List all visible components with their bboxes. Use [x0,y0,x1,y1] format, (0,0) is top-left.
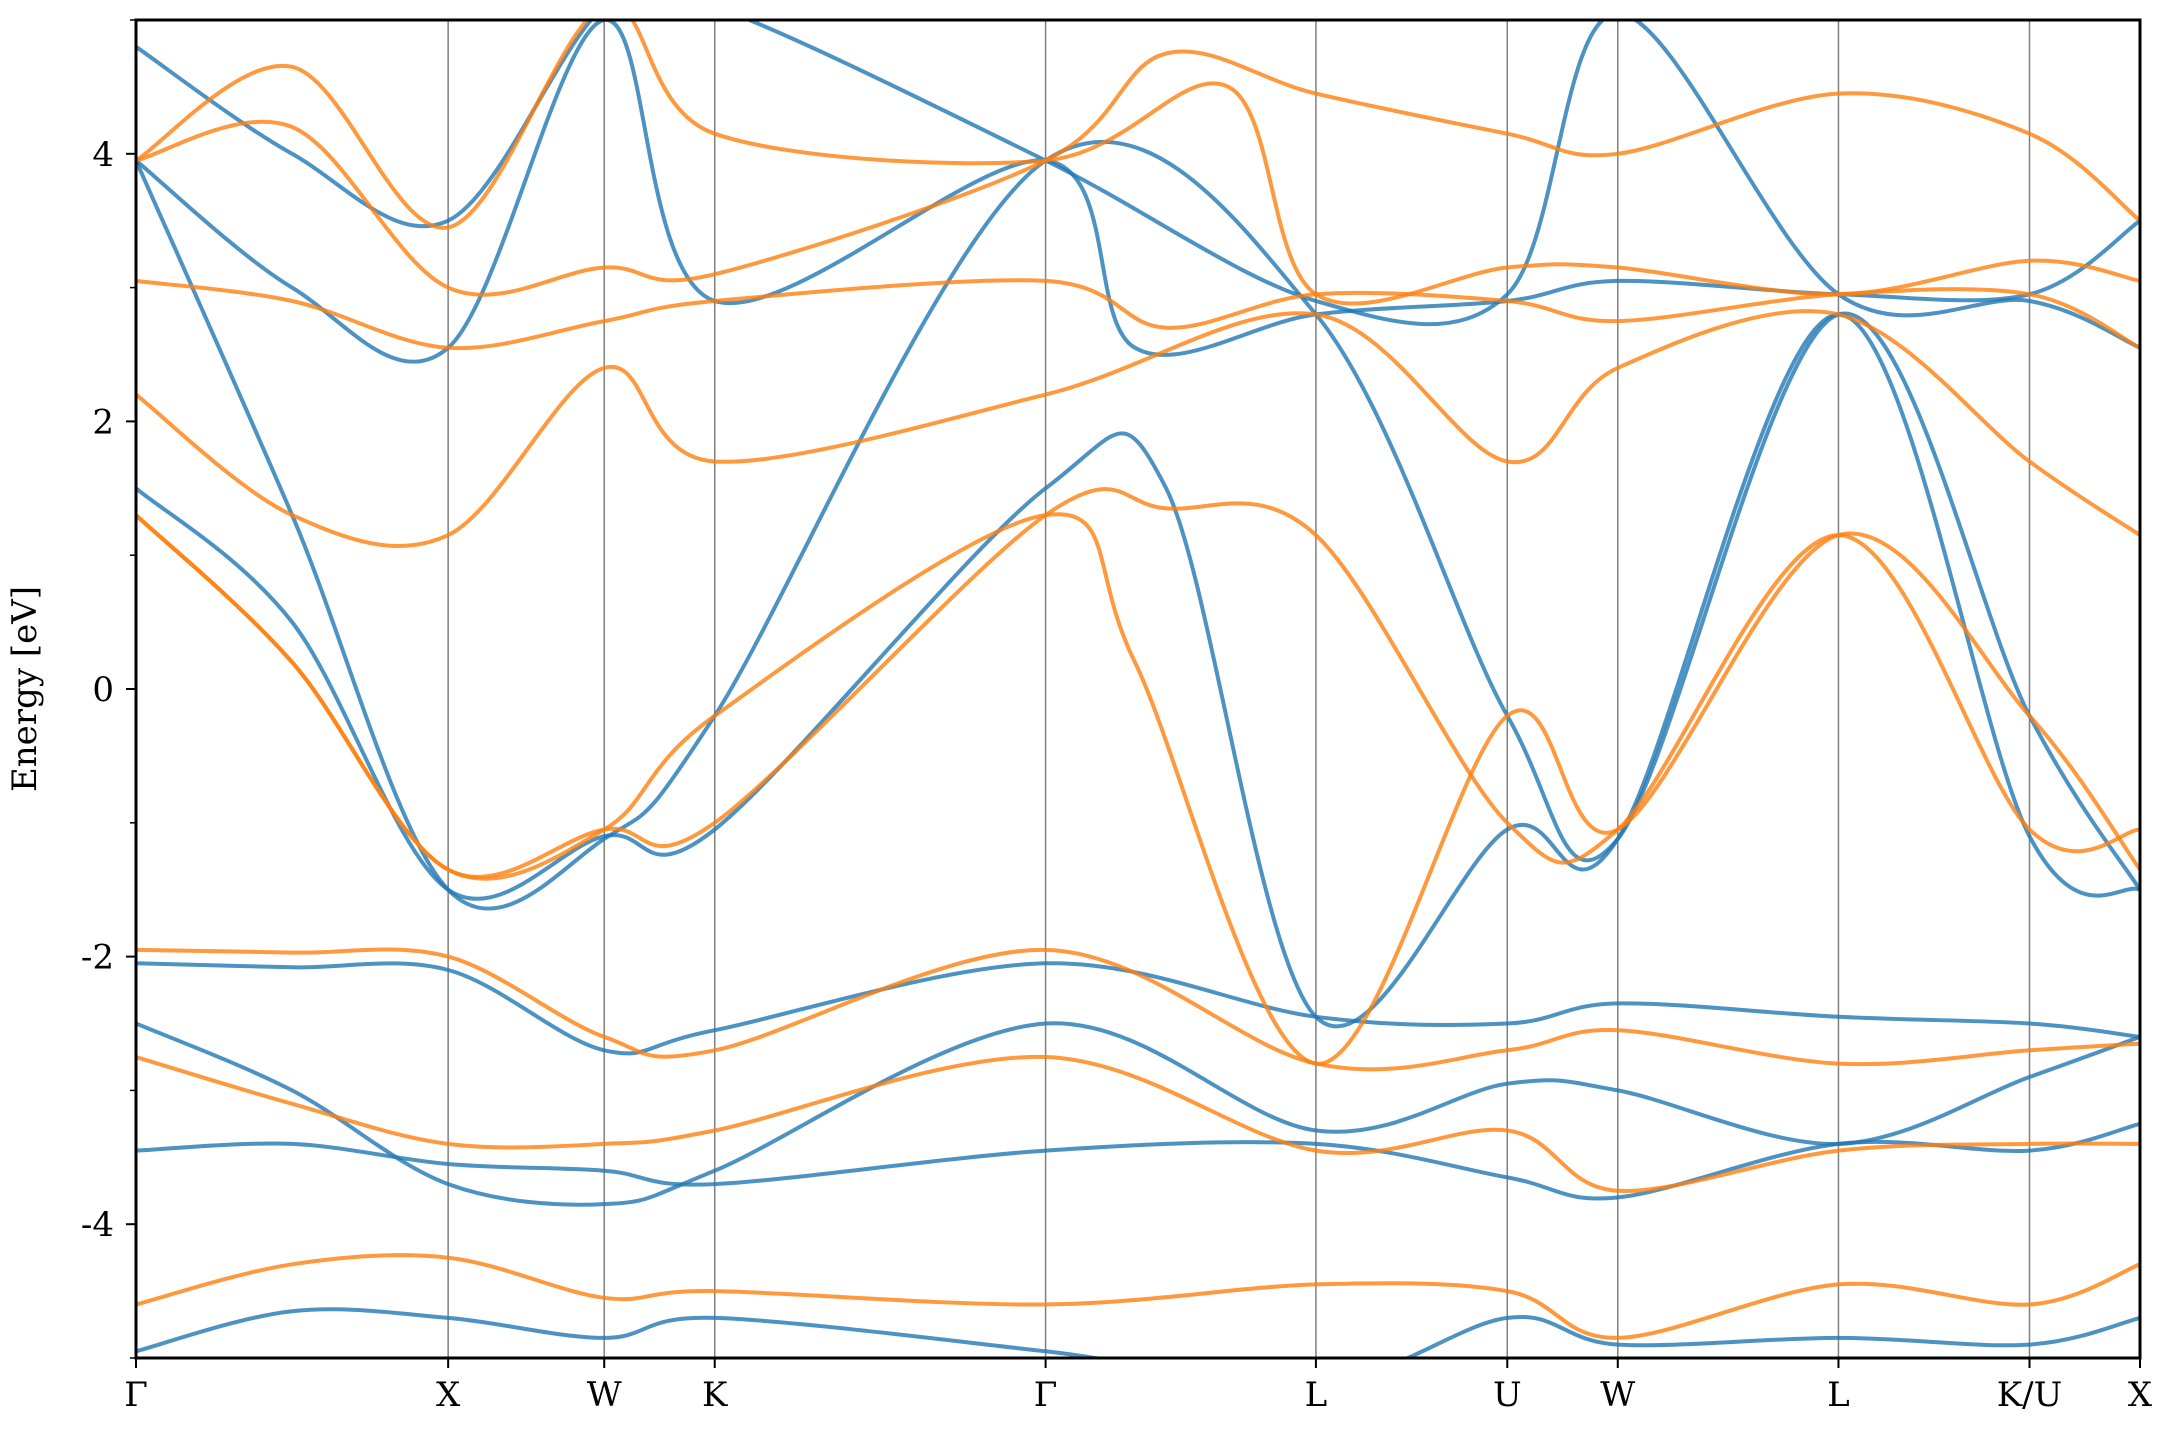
band-line-series-0-6 [136,20,2140,350]
x-tick-label: Γ [124,1375,148,1415]
x-tick-label: W [1600,1375,1635,1415]
band-line-series-0-2 [136,1021,2140,1207]
x-tick-label: Γ [1034,1375,1058,1415]
y-axis-title: Energy [eV] [5,586,45,792]
y-tick-label: -2 [81,938,114,978]
x-tick-label: X [436,1375,461,1415]
band-line-series-1-5 [136,309,2140,548]
x-tick-label: X [2128,1375,2153,1415]
y-tick-label: -4 [81,1205,114,1245]
x-tick-label: K [702,1375,728,1415]
x-tick-label: W [587,1375,622,1415]
y-tick-label: 0 [92,670,114,710]
x-tick-label: L [1827,1375,1850,1415]
y-tick-label: 4 [92,135,114,175]
x-tick-label: K/U [1997,1375,2063,1415]
x-tick-label: L [1305,1375,1328,1415]
band-line-series-1-4 [136,512,2140,1066]
band-line-series-1-0 [136,1253,2140,1340]
high-symmetry-lines [447,20,2031,1358]
band-line-series-1-8 [136,20,2140,306]
band-line-series-1-2 [136,947,2140,1072]
x-tick-label: U [1493,1375,1522,1415]
y-axis-ticks: -4 -2 0 2 4 [81,19,136,1359]
band-line-series-0-0 [136,1307,2140,1358]
bands [136,20,2140,1358]
band-line-series-0-3 [136,961,2140,1056]
band-line-series-1-1 [136,1054,2140,1193]
band-line-series-1-7 [136,49,2140,297]
x-axis-ticks: Γ X W K Γ L U W L K/U X [124,1358,2153,1415]
y-tick-label: 2 [92,402,114,442]
